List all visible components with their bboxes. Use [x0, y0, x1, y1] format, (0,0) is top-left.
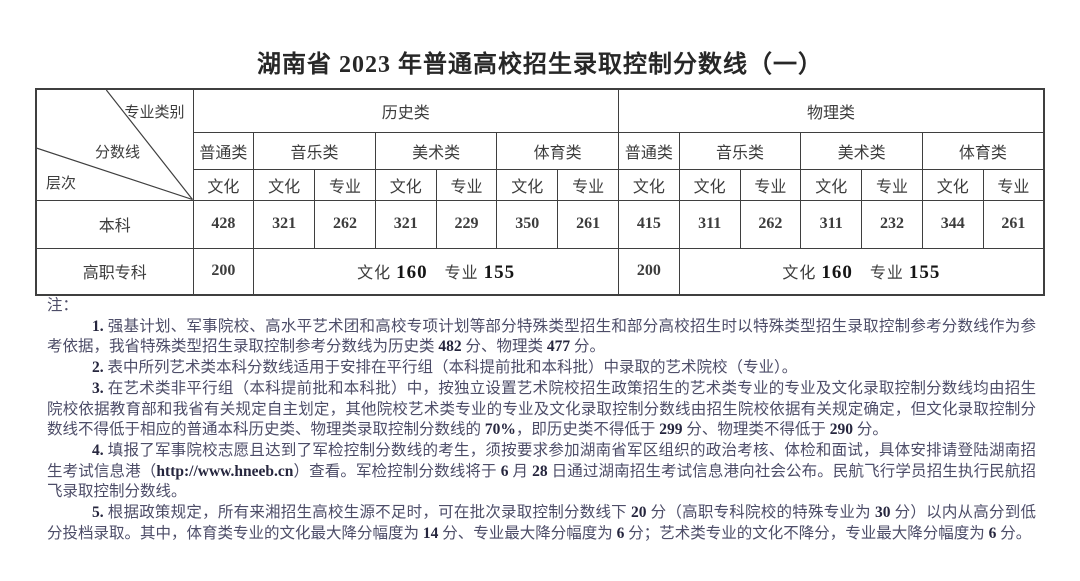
leaf-header: 专业	[982, 168, 1045, 201]
score-table: 专业类别 分数线 层次 历史类 物理类 普通类 音乐类 美术类 体育类 普通类 …	[35, 88, 1045, 296]
score-cell: 229	[435, 199, 498, 249]
leaf-header: 文化	[192, 168, 255, 201]
score-cell: 232	[861, 199, 923, 249]
merged-score-cell-history: 文化 160 专业 155	[253, 247, 619, 296]
score-cell: 415	[617, 199, 680, 249]
row-label-gaozhi: 高职专科	[35, 247, 194, 296]
category-header: 体育类	[496, 131, 619, 170]
group-header-physics: 物理类	[617, 88, 1045, 133]
leaf-header: 专业	[739, 168, 802, 201]
table-row-benke: 本科 428 321 262 321 229 350 261 415 311 2…	[35, 199, 1045, 249]
leaf-header: 文化	[496, 168, 559, 201]
score-cell: 200	[617, 247, 680, 296]
header-row-leaf: 文化 文化 专业 文化 专业 文化 专业 文化 文化 专业 文化 专业 文化 专…	[36, 168, 1045, 201]
leaf-header: 文化	[921, 168, 984, 201]
leaf-header: 文化	[800, 168, 863, 201]
corner-label-category: 专业类别	[124, 105, 185, 121]
score-cell: 350	[496, 199, 559, 249]
leaf-header: 文化	[253, 168, 316, 201]
score-cell: 321	[253, 199, 316, 249]
score-cell: 311	[800, 199, 863, 249]
score-cell: 321	[374, 199, 437, 249]
score-cell: 200	[192, 247, 255, 296]
note-item-4: 4. 填报了军事院校志愿且达到了军检控制分数线的考生，须按要求参加湖南省军区组织…	[47, 441, 1036, 501]
corner-label-scoreline: 分数线	[95, 145, 141, 161]
score-cell: 262	[739, 199, 802, 249]
category-header: 美术类	[374, 131, 498, 170]
category-header: 音乐类	[678, 131, 802, 170]
corner-header-cell: 专业类别 分数线 层次	[35, 88, 194, 201]
diagonal-divider-lines	[37, 90, 192, 199]
leaf-header: 专业	[435, 168, 498, 201]
category-header: 美术类	[800, 131, 923, 170]
leaf-header: 文化	[678, 168, 741, 201]
score-cell: 311	[678, 199, 741, 249]
corner-label-level: 层次	[46, 176, 77, 192]
notes-section: 注： 1. 强基计划、军事院校、高水平艺术团和高校专项计划等部分特殊类型招生和部…	[47, 296, 1036, 544]
score-cell: 262	[314, 199, 376, 249]
score-cell: 261	[982, 199, 1045, 249]
score-cell: 344	[921, 199, 984, 249]
note-item-3: 3. 在艺术类非平行组（本科提前批和本科批）中，按独立设置艺术院校招生政策招生的…	[47, 379, 1036, 439]
row-label-benke: 本科	[35, 199, 194, 249]
leaf-header: 文化	[617, 168, 680, 201]
category-header: 普通类	[192, 131, 255, 170]
category-header: 普通类	[617, 131, 680, 170]
category-header: 体育类	[921, 131, 1045, 170]
leaf-header: 专业	[314, 168, 376, 201]
score-cell: 428	[192, 199, 255, 249]
score-cell: 261	[557, 199, 619, 249]
note-item-1: 1. 强基计划、军事院校、高水平艺术团和高校专项计划等部分特殊类型招生和部分高校…	[47, 317, 1036, 356]
merged-score-cell-physics: 文化 160 专业 155	[678, 247, 1045, 296]
header-row-groups: 专业类别 分数线 层次 历史类 物理类	[35, 88, 1045, 201]
leaf-header: 文化	[374, 168, 437, 201]
note-item-2: 2. 表中所列艺术类本科分数线适用于安排在平行组（本科提前批和本科批）中录取的艺…	[92, 359, 798, 377]
page-title: 湖南省 2023 年普通高校招生录取控制分数线（一）	[257, 52, 823, 78]
note-item-5: 5. 根据政策规定，所有来湘招生高校生源不足时，可在批次录取控制分数线下 20 …	[47, 504, 1036, 542]
leaf-header: 专业	[861, 168, 923, 201]
category-header: 音乐类	[253, 131, 376, 170]
group-header-history: 历史类	[192, 88, 619, 133]
leaf-header: 专业	[557, 168, 619, 201]
table-row-gaozhi: 高职专科 200 文化 160 专业 155 200 文化 160 专业 155	[35, 247, 1045, 296]
notes-label: 注：	[47, 297, 79, 314]
